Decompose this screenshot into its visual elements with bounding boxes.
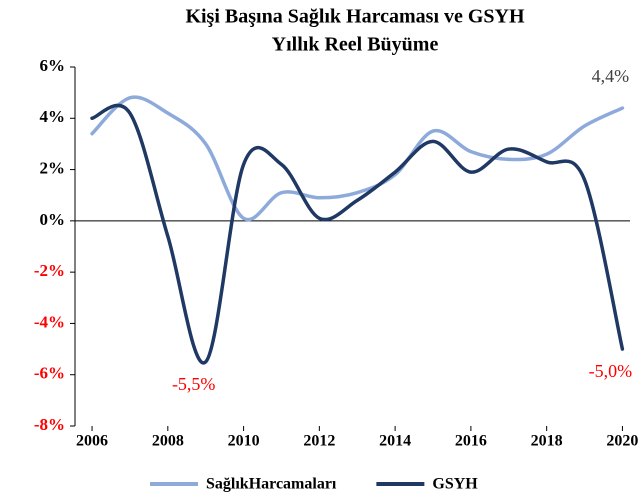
- line-series: [90, 103, 625, 365]
- annotation: 4,4%: [592, 66, 630, 86]
- x-tick-label: 2012: [303, 433, 335, 450]
- y-tick-label: -8%: [34, 415, 65, 434]
- x-tick-label: 2014: [379, 433, 411, 450]
- x-tick-label: 2008: [152, 433, 184, 450]
- chart-title: Kişi Başına Sağlık Harcaması ve GSYH: [185, 6, 525, 28]
- x-tick-label: 2010: [228, 433, 260, 450]
- annotation: -5,5%: [172, 374, 216, 394]
- legend-label: GSYH: [432, 476, 478, 493]
- legend-label: SağlıkHarcamaları: [206, 476, 337, 493]
- annotation: -5,0%: [589, 361, 633, 381]
- y-tick-label: -4%: [34, 312, 65, 331]
- y-tick-label: 0%: [40, 210, 66, 229]
- y-tick-label: 6%: [40, 56, 66, 75]
- chart-subtitle: Yıllık Reel Büyüme: [272, 34, 439, 56]
- x-tick-label: 2016: [455, 433, 487, 450]
- y-tick-label: -6%: [34, 364, 65, 383]
- y-tick-label: -2%: [34, 261, 65, 280]
- line-series: [90, 95, 625, 222]
- y-tick-label: 4%: [40, 107, 66, 126]
- y-tick-label: 2%: [40, 158, 66, 177]
- x-tick-label: 2018: [531, 433, 563, 450]
- x-tick-label: 2020: [606, 433, 638, 450]
- x-tick-label: 2006: [76, 433, 108, 450]
